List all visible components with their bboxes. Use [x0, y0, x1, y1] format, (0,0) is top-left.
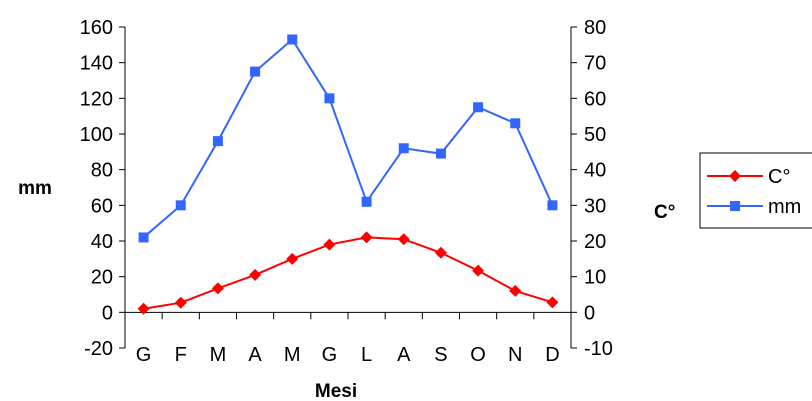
y-right-tick-label: 0	[584, 302, 595, 324]
x-axis-title: Mesi	[315, 381, 357, 401]
data-point	[473, 102, 484, 113]
y-left-tick-label: -20	[84, 338, 113, 360]
y-right-tick-label: -10	[584, 338, 613, 360]
legend-item: C°	[707, 166, 790, 188]
y-right-tick-label: 40	[584, 160, 606, 182]
y-right-tick-label: 20	[584, 231, 606, 253]
x-tick-label: A	[397, 344, 411, 366]
data-point	[509, 284, 522, 297]
legend-marker	[730, 201, 740, 211]
y-right-tick-label: 30	[584, 195, 606, 217]
y-right-tick-label: 70	[584, 53, 606, 75]
data-point	[472, 264, 485, 277]
series-line	[142, 37, 554, 239]
legend-label: mm	[768, 196, 801, 218]
data-point	[435, 148, 446, 159]
series-2	[138, 34, 558, 243]
y-right-tick-label: 80	[584, 17, 606, 39]
x-tick-label: M	[210, 344, 227, 366]
series-1	[137, 231, 559, 315]
data-point	[324, 93, 335, 104]
data-point	[137, 302, 150, 315]
x-tick-label: L	[361, 344, 372, 366]
x-tick-label: D	[545, 344, 559, 366]
plot-series	[137, 34, 559, 315]
data-point	[175, 200, 186, 211]
data-point	[398, 143, 409, 154]
y-left-tick-label: 80	[91, 160, 113, 182]
data-point	[250, 66, 261, 77]
data-point	[361, 196, 372, 207]
y-right-tick-label: 50	[584, 124, 606, 146]
data-point	[434, 246, 447, 259]
series-line	[143, 236, 553, 310]
data-point	[323, 238, 336, 251]
tick-labels: -20 0 20 40 60 80 100 120 140 160 -10 0 10 20 30 40 50 60…	[80, 17, 613, 366]
x-tick-label: M	[284, 344, 301, 366]
data-point	[546, 296, 559, 309]
axes	[119, 26, 577, 349]
y-axis-right-title: C°	[654, 202, 675, 223]
y-left-tick-label: 100	[80, 124, 113, 146]
y-right-tick-label: 60	[584, 88, 606, 110]
y-left-tick-label: 160	[80, 17, 113, 39]
legend: C° mm	[699, 152, 812, 229]
legend-label: C°	[768, 166, 790, 188]
data-point	[211, 282, 224, 295]
legend-marker	[729, 170, 741, 182]
x-tick-label: S	[434, 344, 447, 366]
data-point	[249, 268, 262, 281]
y-left-tick-label: 40	[91, 231, 113, 253]
x-tick-label: G	[136, 344, 152, 366]
data-point	[212, 136, 223, 147]
data-point	[138, 232, 149, 243]
x-tick-label: A	[248, 344, 262, 366]
data-point	[360, 231, 373, 244]
y-axis-left-title: mm	[18, 178, 52, 199]
data-point	[510, 118, 521, 129]
x-tick-label: O	[470, 344, 486, 366]
data-point	[174, 296, 187, 309]
y-left-tick-label: 120	[80, 88, 113, 110]
data-point	[397, 233, 410, 246]
y-left-tick-label: 60	[91, 195, 113, 217]
y-right-tick-label: 10	[584, 267, 606, 289]
data-point	[287, 34, 298, 45]
y-left-tick-label: 20	[91, 267, 113, 289]
y-left-tick-label: 140	[80, 53, 113, 75]
x-tick-label: N	[508, 344, 522, 366]
x-tick-label: F	[175, 344, 187, 366]
y-left-tick-label: 0	[102, 302, 113, 324]
data-point	[286, 252, 299, 265]
legend-box	[699, 152, 812, 229]
x-tick-label: G	[322, 344, 338, 366]
data-point	[547, 200, 558, 211]
legend-item: mm	[707, 196, 801, 218]
